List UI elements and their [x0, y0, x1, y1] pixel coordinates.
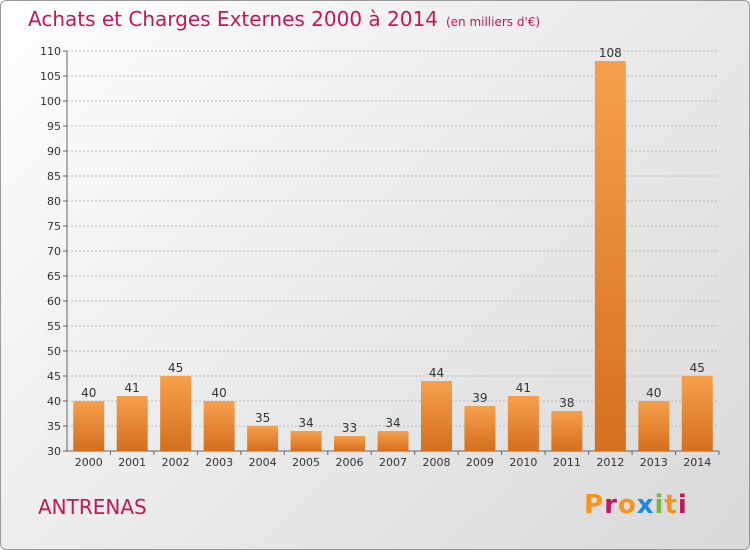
- y-tick-label: 100: [40, 95, 61, 108]
- bar: [116, 396, 148, 451]
- bar: [507, 396, 539, 451]
- y-tick-label: 80: [47, 195, 61, 208]
- y-tick-label: 75: [47, 220, 61, 233]
- data-label: 34: [385, 416, 400, 430]
- x-tick-label: 2002: [162, 456, 190, 469]
- x-tick-label: 2013: [640, 456, 668, 469]
- logo-letter: o: [617, 490, 637, 520]
- x-tick-label: 2012: [596, 456, 624, 469]
- data-labels: 40 41 45 40 35 34 33 34 44 39 41 38 108 40 45: [81, 46, 705, 435]
- bar: [334, 436, 366, 451]
- x-tick-label: 2014: [683, 456, 711, 469]
- x-tick-label: 2001: [118, 456, 146, 469]
- data-label: 108: [599, 46, 622, 60]
- commune-name: ANTRENAS: [38, 495, 147, 519]
- proxiti-logo: Proxiti: [584, 490, 688, 520]
- logo-letter: t: [664, 490, 678, 520]
- y-tick-label: 85: [47, 170, 61, 183]
- bar: [203, 401, 235, 451]
- bar: [681, 376, 713, 451]
- x-tick-label: 2005: [292, 456, 320, 469]
- data-label: 40: [646, 386, 661, 400]
- logo-letter: i: [677, 490, 688, 520]
- bar: [73, 401, 105, 451]
- x-tick-label: 2003: [205, 456, 233, 469]
- axes: 30 35 40 45 50 55 60 65 70 75 80 85 90 95 100 105 110 200…: [40, 45, 720, 469]
- data-label: 45: [168, 361, 183, 375]
- x-tick-label: 2007: [379, 456, 407, 469]
- data-label: 45: [690, 361, 705, 375]
- x-tick-label: 2011: [553, 456, 581, 469]
- y-tick-label: 45: [47, 370, 61, 383]
- y-tick-label: 70: [47, 245, 61, 258]
- x-tick-label: 2009: [466, 456, 494, 469]
- logo-letter: i: [654, 490, 665, 520]
- unit-note: (en milliers d'€): [445, 15, 541, 29]
- data-label: 41: [125, 381, 140, 395]
- bar: [638, 401, 670, 451]
- x-tick-label: 2004: [249, 456, 277, 469]
- bar: [160, 376, 192, 451]
- data-label: 44: [429, 366, 444, 380]
- y-tick-label: 95: [47, 120, 61, 133]
- data-label: 38: [559, 396, 574, 410]
- y-tick-label: 110: [40, 45, 61, 58]
- data-label: 41: [516, 381, 531, 395]
- y-tick-label: 40: [47, 395, 61, 408]
- x-tick-label: 2006: [336, 456, 364, 469]
- bar: [290, 431, 322, 451]
- y-tick-label: 35: [47, 420, 61, 433]
- bar: [551, 411, 583, 451]
- bar: [420, 381, 452, 451]
- y-tick-label: 30: [47, 445, 61, 458]
- logo-letter: r: [604, 490, 618, 520]
- data-label: 40: [81, 386, 96, 400]
- y-tick-label: 90: [47, 145, 61, 158]
- y-tick-label: 60: [47, 295, 61, 308]
- data-label: 35: [255, 411, 270, 425]
- chart-title-text: Achats et Charges Externes 2000 à 2014: [28, 7, 438, 31]
- y-tick-label: 55: [47, 320, 61, 333]
- bars: [73, 61, 713, 451]
- data-label: 34: [298, 416, 313, 430]
- chart-title: Achats et Charges Externes 2000 à 2014 (e…: [28, 7, 540, 31]
- data-label: 39: [472, 391, 487, 405]
- bar: [464, 406, 496, 451]
- logo-letter: x: [636, 490, 655, 520]
- x-tick-label: 2008: [422, 456, 450, 469]
- x-tick-label: 2010: [509, 456, 537, 469]
- bar: [377, 431, 409, 451]
- bar: [247, 426, 279, 451]
- data-label: 33: [342, 421, 357, 435]
- bar: [594, 61, 626, 451]
- x-tick-label: 2000: [75, 456, 103, 469]
- logo-letter: P: [584, 490, 605, 520]
- y-tick-label: 65: [47, 270, 61, 283]
- y-tick-label: 105: [40, 70, 61, 83]
- y-tick-label: 50: [47, 345, 61, 358]
- data-label: 40: [211, 386, 226, 400]
